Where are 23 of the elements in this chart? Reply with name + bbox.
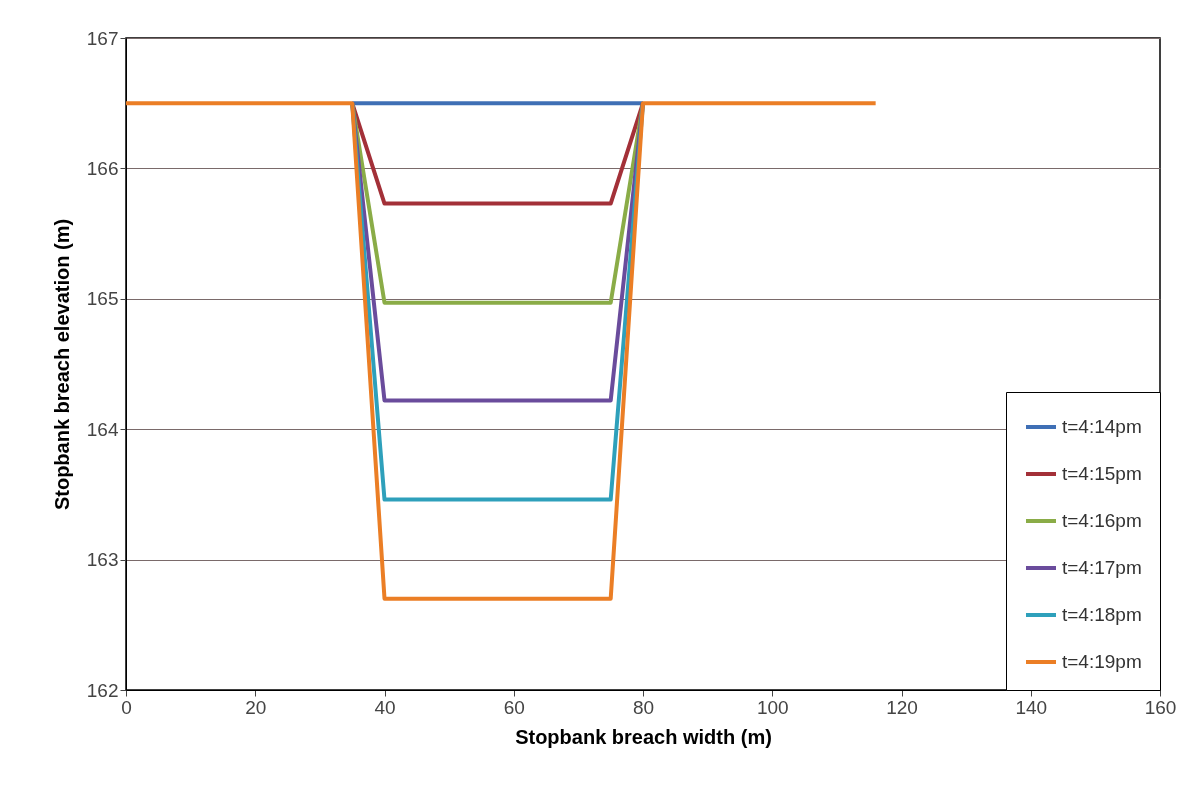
x-tick-label: 60 [503,696,525,718]
legend-label: t=4:17pm [1062,557,1142,578]
y-tick-label: 164 [86,418,119,440]
x-tick-label: 140 [1015,696,1048,718]
x-tick-label: 0 [121,696,132,718]
y-tick-label: 166 [86,157,119,179]
legend-label: t=4:15pm [1062,463,1142,484]
y-tick-label: 162 [86,679,119,701]
x-tick-label: 20 [245,696,267,718]
x-tick-label: 40 [374,696,396,718]
legend-label: t=4:14pm [1062,416,1142,437]
y-tick-label: 163 [86,549,119,571]
x-axis-title: Stopbank breach width (m) [515,725,772,748]
y-tick-label: 165 [86,288,119,310]
x-tick-label: 80 [632,696,655,718]
legend-label: t=4:18pm [1062,604,1142,625]
y-tick-label: 167 [86,27,119,49]
x-tick-label: 160 [1144,696,1177,718]
x-tick-label: 100 [756,696,789,718]
y-axis-title: Stopbank breach elevation (m) [50,218,73,511]
legend-label: t=4:19pm [1062,651,1142,672]
legend-label: t=4:16pm [1062,510,1142,531]
x-tick-label: 120 [886,696,918,718]
